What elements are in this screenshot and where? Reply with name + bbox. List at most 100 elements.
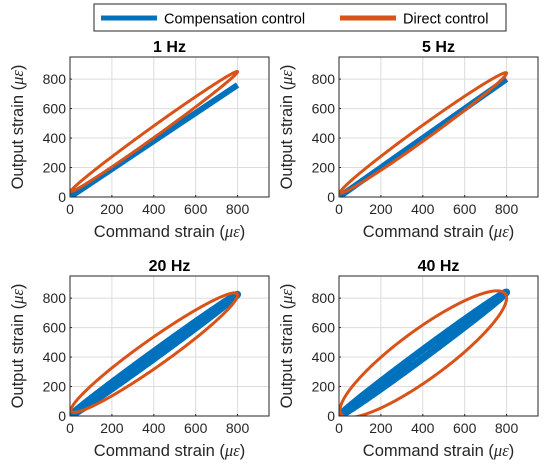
plot-area [339, 71, 509, 197]
x-axis-label: Command strain (με) [363, 222, 514, 241]
chart-panel-3: 0 200 400 600 800 0 200 400 600 800 20 Hz Command s… [8, 258, 270, 460]
x-axis-label: Command strain (με) [94, 222, 245, 241]
y-axis-label-text: Output strain ( [9, 84, 27, 189]
series-direct-line [339, 289, 509, 416]
y-axis-label: Output strain (με) [8, 65, 27, 190]
y-axis-label-text: Output strain ( [9, 303, 27, 408]
y-tick-label-2: 400 [43, 349, 67, 365]
series-direct-line [339, 71, 509, 195]
y-tick-label-0: 0 [58, 408, 66, 424]
y-axis-label-close: ) [9, 65, 27, 71]
x-tick-label-2: 400 [142, 420, 166, 436]
legend-label-1: Compensation control [164, 12, 305, 28]
series-compensation-line [70, 82, 240, 197]
x-axis-label-close: ) [240, 223, 246, 241]
axes-frame [338, 56, 539, 198]
series-compensation-line [70, 290, 242, 416]
x-tick-label-1: 200 [100, 420, 124, 436]
y-tick-label-1: 200 [312, 160, 336, 176]
y-axis-unit-symbol: με [277, 289, 296, 305]
x-tick-label-2: 400 [411, 201, 435, 217]
x-tick-label-0: 0 [66, 201, 74, 217]
plot-area [339, 288, 511, 416]
legend: Compensation control Direct control [93, 3, 507, 32]
x-axis-label-text: Command strain ( [363, 442, 495, 460]
x-tick-label-3: 600 [184, 420, 208, 436]
x-tick-label-3: 600 [453, 420, 477, 436]
y-tick-label-3: 600 [43, 320, 67, 336]
y-axis-label: Output strain (με) [277, 284, 296, 409]
x-tick-label-1: 200 [100, 201, 124, 217]
y-axis-unit-symbol: με [277, 70, 296, 86]
series-direct-line [70, 69, 240, 193]
x-axis-unit-symbol: με [493, 222, 509, 241]
y-axis-label-text: Output strain ( [278, 303, 296, 408]
y-tick-label-1: 200 [43, 379, 67, 395]
x-axis-unit-symbol: με [224, 441, 240, 460]
y-axis-label: Output strain (με) [277, 65, 296, 190]
y-tick-label-0: 0 [58, 189, 66, 205]
chart-panel-4: 0 200 400 600 800 0 200 400 600 800 40 Hz Command s… [277, 258, 539, 460]
axes-frame [69, 275, 270, 417]
panels: 0 200 400 600 800 0 200 400 600 800 1 Hz Command st… [8, 39, 539, 460]
series-direct-line [70, 291, 240, 414]
y-tick-label-2: 400 [312, 130, 336, 146]
x-tick-label-0: 0 [335, 201, 343, 217]
x-tick-label-3: 600 [184, 201, 208, 217]
y-tick-label-4: 800 [312, 71, 336, 87]
x-axis-unit-symbol: με [493, 441, 509, 460]
x-axis-label-text: Command strain ( [363, 223, 495, 241]
x-tick-label-4: 800 [495, 201, 519, 217]
x-tick-label-1: 200 [369, 201, 393, 217]
y-tick-label-2: 400 [312, 349, 336, 365]
x-axis-label: Command strain (με) [94, 441, 245, 460]
axes-frame [69, 56, 270, 198]
legend-box [93, 3, 507, 32]
x-axis-label-close: ) [509, 223, 515, 241]
y-tick-label-4: 800 [312, 290, 336, 306]
x-tick-label-2: 400 [142, 201, 166, 217]
y-tick-label-3: 600 [312, 320, 336, 336]
y-tick-label-4: 800 [43, 71, 67, 87]
y-axis-label-close: ) [278, 284, 296, 290]
y-tick-label-1: 200 [43, 160, 67, 176]
x-tick-label-0: 0 [335, 420, 343, 436]
y-tick-label-0: 0 [327, 408, 335, 424]
x-tick-label-0: 0 [66, 420, 74, 436]
y-tick-label-4: 800 [43, 290, 67, 306]
x-axis-label: Command strain (με) [363, 441, 514, 460]
y-axis-label: Output strain (με) [8, 284, 27, 409]
y-axis-unit-symbol: με [8, 70, 27, 86]
panel-title: 5 Hz [422, 39, 455, 56]
x-tick-label-1: 200 [369, 420, 393, 436]
x-axis-label-close: ) [509, 442, 515, 460]
y-tick-label-1: 200 [312, 379, 336, 395]
x-tick-label-4: 800 [226, 201, 250, 217]
y-axis-unit-symbol: με [8, 289, 27, 305]
y-axis-label-close: ) [9, 284, 27, 290]
x-axis-unit-symbol: με [224, 222, 240, 241]
x-tick-label-4: 800 [495, 420, 519, 436]
legend-label-2: Direct control [403, 12, 488, 28]
x-tick-label-2: 400 [411, 420, 435, 436]
y-axis-label-text: Output strain ( [278, 84, 296, 189]
y-tick-label-0: 0 [327, 189, 335, 205]
axes-frame [338, 275, 539, 417]
x-axis-label-close: ) [240, 442, 246, 460]
x-axis-label-text: Command strain ( [94, 223, 226, 241]
y-axis-label-close: ) [278, 65, 296, 71]
panel-title: 1 Hz [153, 39, 186, 56]
plot-area [70, 69, 240, 197]
series-compensation-line [339, 288, 511, 416]
x-tick-label-4: 800 [226, 420, 250, 436]
chart-panel-1: 0 200 400 600 800 0 200 400 600 800 1 Hz Command st… [8, 39, 270, 241]
x-tick-label-3: 600 [453, 201, 477, 217]
panel-title: 20 Hz [149, 258, 191, 275]
y-tick-label-3: 600 [43, 101, 67, 117]
plot-area [70, 290, 242, 416]
panel-title: 40 Hz [418, 258, 460, 275]
y-tick-label-3: 600 [312, 101, 336, 117]
chart-panel-2: 0 200 400 600 800 0 200 400 600 800 5 Hz Command st… [277, 39, 539, 241]
y-tick-label-2: 400 [43, 130, 67, 146]
